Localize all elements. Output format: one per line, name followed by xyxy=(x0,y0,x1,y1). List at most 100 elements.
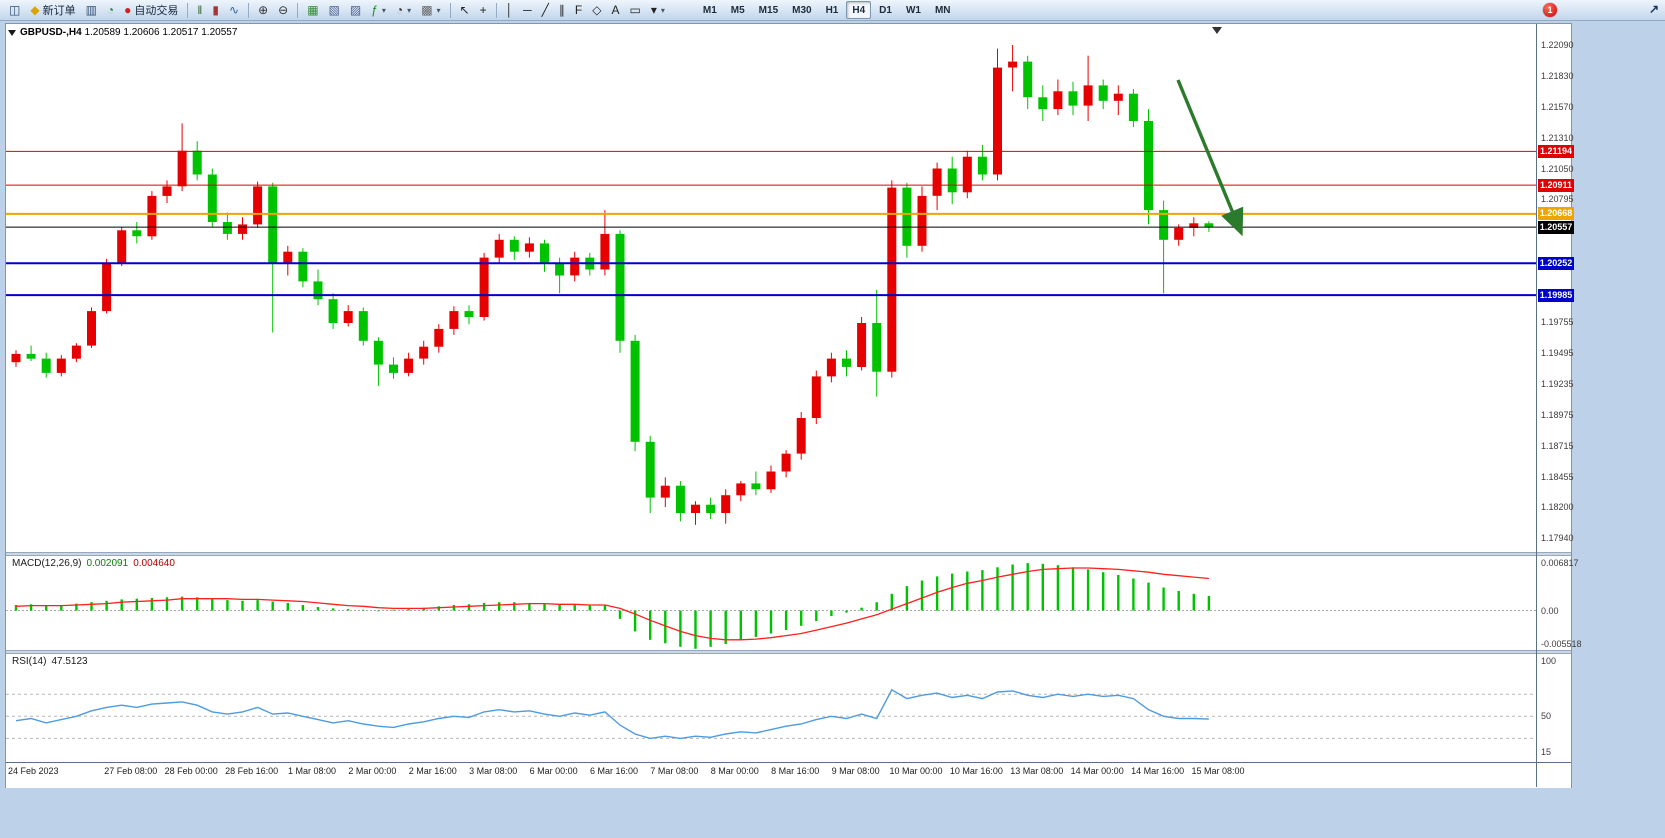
timeframe-button-mn[interactable]: MN xyxy=(934,4,951,16)
candle-body xyxy=(736,483,746,496)
market-watch-icon: ▥ xyxy=(85,3,97,17)
bar-chart-icon[interactable]: ‖ xyxy=(192,0,207,20)
macd-histogram-bar xyxy=(784,610,788,630)
timeframe-button-m15[interactable]: M15 xyxy=(758,4,779,16)
macd-histogram-bar xyxy=(90,602,93,611)
macd-histogram-bar xyxy=(1132,578,1135,611)
cursor-icon[interactable]: ↖ xyxy=(455,0,475,20)
macd-pane[interactable] xyxy=(6,556,1536,650)
macd-histogram-bar xyxy=(1102,572,1105,611)
timeframe-button-w1[interactable]: W1 xyxy=(905,4,921,16)
autotrading-button[interactable]: ● 自动交易 xyxy=(119,0,183,20)
zoom-in-icon[interactable]: ⊕ xyxy=(253,0,273,20)
indicators-icon[interactable]: ƒ ▾ xyxy=(366,0,391,20)
macd-histogram-bar xyxy=(180,596,184,611)
candle-body xyxy=(479,257,489,317)
macd-histogram-bar xyxy=(890,593,893,611)
price-axis-divider[interactable] xyxy=(1536,24,1537,787)
channel-icon[interactable]: ∥ xyxy=(554,0,570,20)
time-axis-label: 28 Feb 16:00 xyxy=(225,766,279,776)
candle-body xyxy=(691,504,700,513)
horizontal-line-icon[interactable]: ─ xyxy=(518,0,537,20)
rsi-canvas[interactable] xyxy=(6,654,1536,760)
candle-body xyxy=(932,168,942,196)
macd-histogram-bar xyxy=(860,607,863,611)
templates-icon[interactable]: ▩ ▾ xyxy=(416,0,445,20)
chart-title: GBPUSD-,H4 1.20589 1.20606 1.20517 1.205… xyxy=(20,27,237,38)
pane-separator-rsi[interactable] xyxy=(6,650,1571,654)
arrange-windows-icon[interactable]: ▨ xyxy=(345,0,366,20)
navigator-icon[interactable]: ◔ xyxy=(102,0,119,20)
autotrading-button: ● xyxy=(124,3,132,17)
toolbar-overflow-icon[interactable]: ↗ xyxy=(1649,2,1660,16)
candle-body xyxy=(283,251,293,264)
candle-body xyxy=(192,150,202,175)
main-chart-canvas[interactable] xyxy=(6,24,1536,552)
autotrading-button-label: 自动交易 xyxy=(134,5,179,17)
zoom-out-icon[interactable]: ⊖ xyxy=(273,0,293,20)
toolbar: ◫ ◆ 新订单 ▥ ◔ ● 自动交易 ‖ ▮ ∿ ⊕ ⊖ ▦ ▧ ▨ ƒ ▾ ◔ ▾ ▩ ▾ ↖ + │ ─ ╱ ∥ F ◇ A ▭ ▾ ▾ M… xyxy=(0,0,1665,21)
text-label-icon[interactable]: ▭ xyxy=(624,0,645,20)
new-order-button: ◆ xyxy=(30,3,40,17)
new-chart-icon[interactable]: ◫ xyxy=(4,0,25,20)
macd-histogram-bar xyxy=(875,602,878,611)
crosshair-icon: + xyxy=(479,3,487,17)
new-order-button[interactable]: ◆ 新订单 xyxy=(25,0,80,20)
crosshair-icon[interactable]: + xyxy=(475,0,492,20)
candlestick-icon[interactable]: ▮ xyxy=(207,0,224,20)
line-chart-icon[interactable]: ∿ xyxy=(224,0,244,20)
time-axis[interactable] xyxy=(6,762,1571,788)
main-price-pane[interactable] xyxy=(6,24,1536,552)
candle-body xyxy=(1128,93,1138,121)
candle-body xyxy=(766,471,776,490)
pane-separator-macd[interactable] xyxy=(6,552,1571,556)
candle-body xyxy=(268,186,278,264)
price-axis-label: 1.21570 xyxy=(1541,101,1574,112)
timeframe-button-h4[interactable]: H4 xyxy=(846,1,872,19)
macd-histogram-bar xyxy=(241,600,244,611)
cascade-windows-icon[interactable]: ▧ xyxy=(324,0,345,20)
price-axis-label: 1.17940 xyxy=(1541,533,1574,543)
macd-histogram-bar xyxy=(498,602,501,611)
timeframe-button-m30[interactable]: M30 xyxy=(792,4,812,16)
fibonacci-icon[interactable]: F xyxy=(570,0,587,20)
timeframe-button-d1[interactable]: D1 xyxy=(879,4,892,16)
notifications-badge[interactable]: 1 xyxy=(1543,3,1557,17)
rsi-pane[interactable] xyxy=(6,654,1536,760)
macd-histogram-bar xyxy=(633,610,637,632)
macd-canvas[interactable] xyxy=(6,556,1536,650)
candle-body xyxy=(600,233,610,270)
price-axis-label: 1.18200 xyxy=(1541,502,1574,513)
annotation-arrow[interactable] xyxy=(1176,79,1244,237)
dropdown-caret-icon: ▾ xyxy=(381,5,386,15)
macd-histogram-bar xyxy=(226,600,229,611)
arrows-icon[interactable]: ▾ ▾ xyxy=(646,0,670,20)
shapes-icon[interactable]: ◇ xyxy=(587,0,606,20)
candle-body xyxy=(56,358,66,373)
vertical-line-icon[interactable]: │ xyxy=(501,0,519,20)
macd-histogram-bar xyxy=(709,610,712,647)
text-icon[interactable]: A xyxy=(606,0,624,20)
price-axis-label: 1.21050 xyxy=(1541,163,1574,174)
macd-histogram-bar xyxy=(422,607,425,611)
market-watch-icon[interactable]: ▥ xyxy=(81,0,102,20)
timeframe-button-m1[interactable]: M1 xyxy=(702,4,717,16)
line-price-badge: 1.20911 xyxy=(1538,178,1574,192)
timeframe-button-m5[interactable]: M5 xyxy=(730,4,745,16)
periods-icon[interactable]: ◔ ▾ xyxy=(391,0,416,20)
time-axis-label: 14 Mar 00:00 xyxy=(1070,766,1124,776)
time-axis-label: 10 Mar 16:00 xyxy=(949,766,1003,776)
macd-histogram-bar xyxy=(588,605,591,611)
tile-windows-icon[interactable]: ▦ xyxy=(302,0,323,20)
trendline-icon[interactable]: ╱ xyxy=(537,0,554,20)
macd-main-value: 0.002091 xyxy=(86,558,129,569)
macd-histogram-bar xyxy=(196,597,199,611)
macd-histogram-bar xyxy=(437,606,440,611)
timeframe-button-h1[interactable]: H1 xyxy=(825,4,839,16)
candle-body xyxy=(222,222,232,234)
macd-histogram-bar xyxy=(618,610,622,619)
one-click-trading-toggle[interactable] xyxy=(8,30,16,36)
macd-histogram-bar xyxy=(754,610,758,637)
chart-shift-marker[interactable] xyxy=(1212,27,1222,34)
macd-histogram-bar xyxy=(920,580,924,611)
